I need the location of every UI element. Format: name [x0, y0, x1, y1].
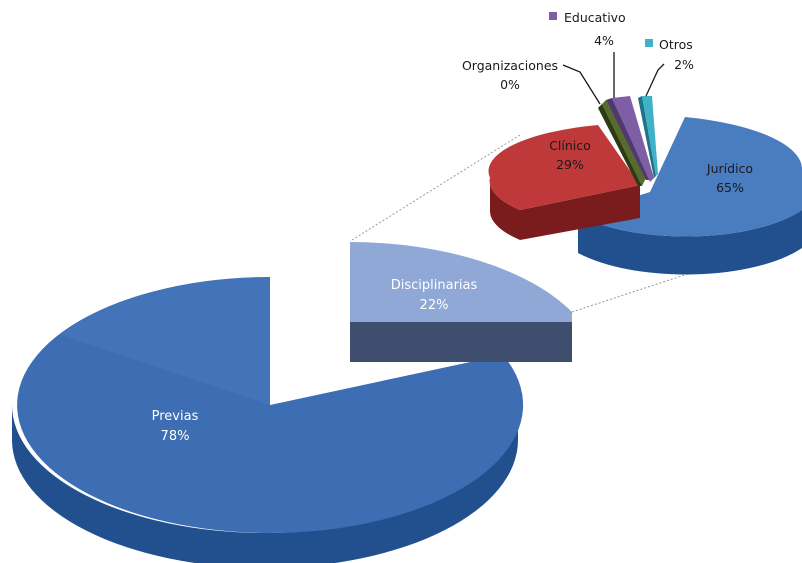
connector-line-bottom [571, 265, 713, 313]
label-educativo-name: Educativo [564, 10, 626, 25]
label-organizaciones-value: 0% [500, 77, 520, 92]
slice-juridico-side [578, 210, 802, 275]
slice-organizaciones-side [598, 104, 642, 186]
leader-line-otros [645, 63, 665, 97]
label-clinico-name: Clínico [549, 138, 591, 153]
slice-disciplinarias [350, 242, 572, 322]
legend-marker-otros [645, 39, 653, 47]
slice-previas-highlight [60, 277, 270, 405]
slice-previas-side [12, 405, 518, 563]
slice-otros [642, 96, 658, 176]
label-disciplinarias-name: Disciplinarias [391, 278, 478, 293]
leader-line-organizaciones [562, 64, 601, 105]
slice-clinico [488, 125, 640, 210]
legend-marker-educativo [549, 12, 557, 20]
slice-clinico-side [489, 178, 640, 240]
slice-educativo [612, 96, 654, 182]
connector-line-top [351, 134, 521, 241]
label-otros-name: Otros [659, 37, 693, 52]
label-juridico-value: 65% [716, 180, 744, 195]
label-previas-name: Previas [152, 409, 199, 424]
slice-educativo-side [606, 98, 650, 180]
label-juridico-name: Jurídico [706, 161, 753, 176]
slice-organizaciones [602, 100, 646, 186]
slice-otros-side [638, 96, 656, 178]
label-organizaciones-name: Organizaciones [462, 58, 558, 73]
label-otros-value: 2% [674, 57, 694, 72]
label-clinico-value: 29% [556, 157, 584, 172]
label-previas-value: 78% [161, 429, 190, 444]
label-disciplinarias-value: 22% [420, 298, 449, 313]
label-educativo-value: 4% [594, 33, 614, 48]
slice-disciplinarias-side [350, 322, 572, 362]
